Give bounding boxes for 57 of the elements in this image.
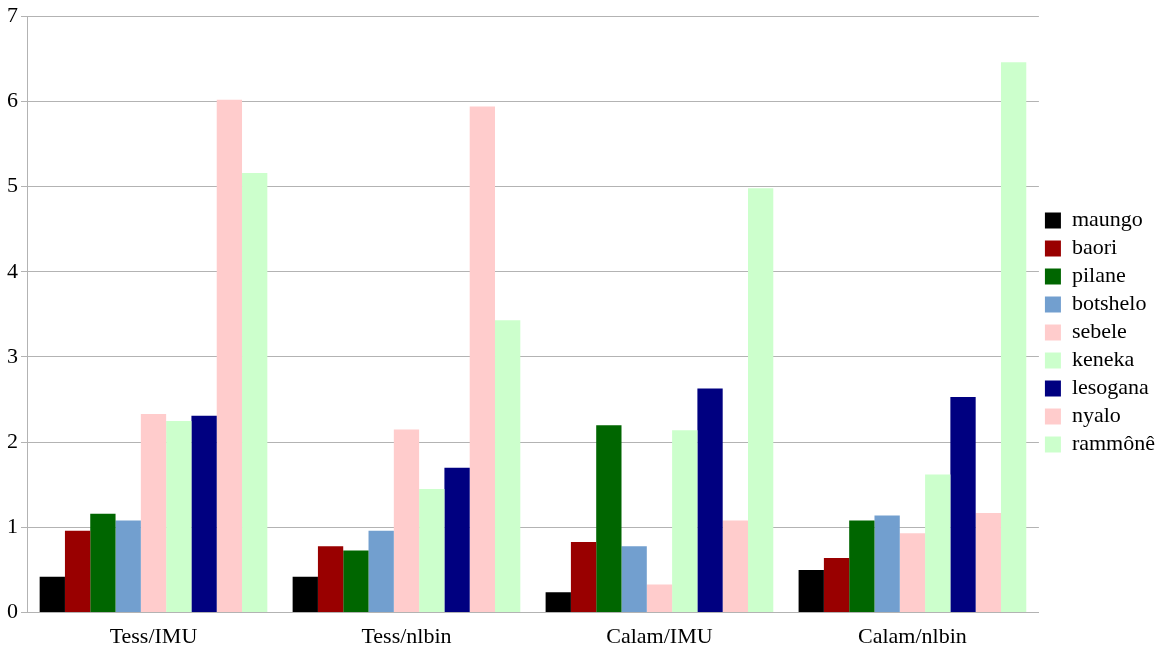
legend-label: baori	[1071, 234, 1118, 260]
bar	[570, 541, 597, 613]
bar	[798, 570, 824, 613]
bar	[596, 425, 622, 613]
y-tick-label: 3	[7, 342, 18, 368]
bar	[64, 530, 91, 613]
bar	[140, 414, 167, 613]
x-tick-label: Calam/IMU	[606, 622, 713, 648]
bar	[697, 388, 723, 613]
y-tick-label: 2	[7, 427, 18, 453]
bar	[747, 188, 774, 613]
y-tick-label: 1	[7, 513, 18, 539]
y-tick-label: 5	[7, 172, 18, 198]
legend-label: botshelo	[1071, 290, 1147, 316]
bar	[1000, 62, 1027, 613]
bar	[823, 558, 850, 613]
bar	[368, 530, 394, 613]
bar	[242, 172, 268, 613]
bar	[495, 320, 521, 613]
legend-label: lesogana	[1071, 374, 1150, 400]
bar	[191, 415, 217, 613]
bar	[343, 550, 369, 613]
bar	[317, 546, 344, 613]
x-tick-label: Calam/nlbin	[858, 622, 967, 648]
bar	[925, 474, 951, 613]
bar	[90, 513, 116, 613]
bar	[672, 430, 698, 613]
bar	[216, 99, 243, 613]
bar	[419, 489, 445, 613]
y-tick-label: 0	[7, 598, 18, 624]
bar	[621, 546, 647, 613]
bar	[646, 584, 673, 613]
bar	[874, 515, 900, 613]
legend-label: maungo	[1071, 206, 1143, 232]
x-tick-label: Tess/IMU	[109, 622, 198, 648]
legend-label: nyalo	[1071, 402, 1121, 428]
legend-label: sebele	[1071, 318, 1127, 344]
bar	[545, 592, 571, 613]
bar	[292, 576, 318, 613]
bar	[393, 429, 420, 613]
bar	[899, 533, 926, 613]
x-tick-label: Tess/nlbin	[361, 622, 452, 648]
bar	[975, 512, 1001, 613]
bar	[849, 520, 875, 613]
y-tick-label: 6	[7, 87, 18, 113]
bar	[444, 467, 470, 613]
bar	[39, 576, 65, 613]
bar	[722, 520, 748, 613]
bar	[950, 397, 976, 613]
legend-label: pilane	[1071, 262, 1126, 288]
bar	[115, 520, 141, 613]
legend-label: rammônê	[1071, 430, 1156, 456]
bar	[166, 420, 192, 613]
legend-label: keneka	[1071, 346, 1135, 372]
y-tick-label: 7	[7, 1, 18, 27]
y-tick-label: 4	[7, 257, 18, 283]
bar	[469, 106, 496, 613]
